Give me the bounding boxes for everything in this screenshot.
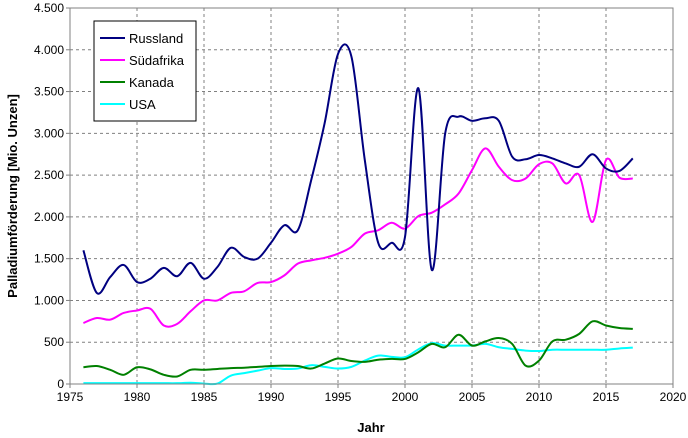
x-tick-label: 1990 bbox=[258, 390, 285, 404]
y-tick-label: 4.000 bbox=[34, 43, 64, 57]
plot-frame bbox=[69, 7, 674, 385]
y-tick-label: 3.500 bbox=[34, 85, 64, 99]
y-tick-label: 2.000 bbox=[34, 210, 64, 224]
y-tick-label: 1.500 bbox=[34, 252, 64, 266]
series-line-russland bbox=[82, 43, 634, 295]
legend-label: Russland bbox=[129, 31, 183, 46]
y-tick-label: 4.500 bbox=[34, 1, 64, 15]
x-tick-label: 2000 bbox=[392, 390, 419, 404]
x-tick-label: 1980 bbox=[124, 390, 151, 404]
x-axis-ticks: 1975 1980 1985 1990 1995 2000 2005 2010 2015 2020 bbox=[57, 384, 687, 404]
y-axis-title: Palladiumförderung [Mio. Unzen] bbox=[5, 94, 20, 298]
x-tick-label: 1995 bbox=[325, 390, 352, 404]
series-line-usa bbox=[83, 341, 633, 386]
y-axis-ticks: 0 500 1.000 1.500 2.000 2.500 3.000 3.500 4.000 4… bbox=[34, 1, 70, 391]
legend-label: Südafrika bbox=[129, 53, 185, 68]
y-tick-label: 2.500 bbox=[34, 168, 64, 182]
series-lines bbox=[82, 43, 634, 386]
x-tick-label: 2015 bbox=[593, 390, 620, 404]
legend-label: Kanada bbox=[129, 75, 175, 90]
x-axis-title: Jahr bbox=[357, 420, 384, 435]
x-tick-label: 2020 bbox=[660, 390, 687, 404]
x-tick-label: 1985 bbox=[191, 390, 218, 404]
y-tick-label: 3.000 bbox=[34, 126, 64, 140]
legend-label: USA bbox=[129, 97, 156, 112]
series-line-kanada bbox=[83, 320, 633, 378]
x-tick-label: 2010 bbox=[526, 390, 553, 404]
x-tick-label: 1975 bbox=[57, 390, 84, 404]
y-tick-label: 0 bbox=[57, 377, 64, 391]
y-tick-label: 500 bbox=[44, 335, 64, 349]
x-tick-label: 2005 bbox=[459, 390, 486, 404]
legend: Russland Südafrika Kanada USA bbox=[93, 20, 197, 122]
series-line-südafrika bbox=[83, 147, 633, 328]
y-tick-label: 1.000 bbox=[34, 293, 64, 307]
